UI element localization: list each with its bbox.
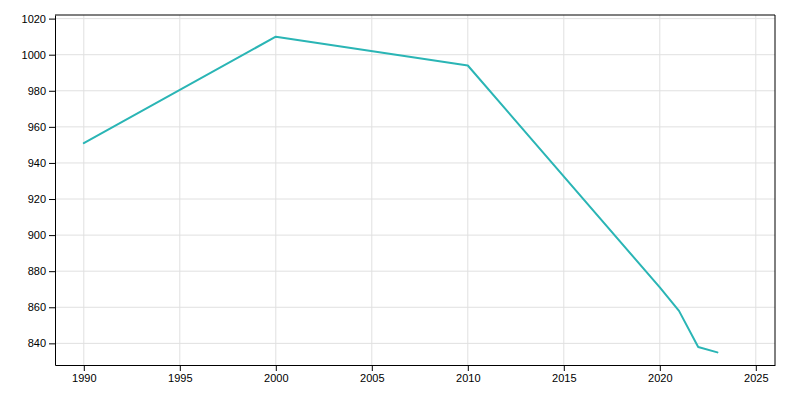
tick: 2005 — [360, 365, 384, 384]
tick-mark — [468, 365, 469, 371]
tick: 920 — [28, 193, 55, 205]
tick: 2000 — [264, 365, 288, 384]
line — [84, 37, 718, 353]
tick-label: 980 — [28, 85, 46, 97]
tick-label: 940 — [28, 157, 46, 169]
tick-mark — [276, 365, 277, 371]
frame-line — [775, 15, 776, 365]
tick-label: 2000 — [264, 372, 288, 384]
grid-line-x — [275, 15, 276, 365]
marks — [84, 37, 718, 353]
tick-label: 2010 — [456, 372, 480, 384]
tick-label: 2015 — [552, 372, 576, 384]
grid-line-x — [179, 15, 180, 365]
tick-mark — [49, 235, 55, 236]
tick: 900 — [28, 229, 55, 241]
tick-label: 1000 — [22, 49, 46, 61]
grid-line-x — [83, 15, 84, 365]
tick-label: 840 — [28, 337, 46, 349]
tick-label: 900 — [28, 229, 46, 241]
tick: 2025 — [744, 365, 768, 384]
tick-label: 920 — [28, 193, 46, 205]
grid-line-y — [55, 90, 775, 91]
tick-label: 2005 — [360, 372, 384, 384]
tick-mark — [49, 163, 55, 164]
axis-line — [55, 16, 56, 366]
tick-mark — [564, 365, 565, 371]
x-axis: 1990 1995 2000 2005 2010 2015 2020 2025 — [56, 365, 776, 384]
tick-mark — [49, 127, 55, 128]
grid — [55, 15, 775, 365]
tick: 840 — [28, 337, 55, 349]
tick: 940 — [28, 157, 55, 169]
tick-mark — [180, 365, 181, 371]
frame-line — [55, 15, 775, 16]
chart: 1990 1995 2000 2005 2010 2015 2020 2025 840 860 88… — [0, 0, 800, 400]
tick-mark — [49, 343, 55, 344]
tick-label: 2025 — [744, 372, 768, 384]
tick-mark — [372, 365, 373, 371]
grid-line-x — [563, 15, 564, 365]
grid-line-y — [55, 307, 775, 308]
tick-mark — [660, 365, 661, 371]
frame — [55, 15, 775, 365]
tick-mark — [49, 307, 55, 308]
grid-line-y — [55, 199, 775, 200]
tick: 2010 — [456, 365, 480, 384]
tick-label: 1990 — [72, 372, 96, 384]
tick: 1020 — [22, 13, 55, 25]
tick-label: 880 — [28, 265, 46, 277]
grid-line-y — [55, 343, 775, 344]
tick: 960 — [28, 121, 55, 133]
tick: 2020 — [648, 365, 672, 384]
grid-line-y — [55, 126, 775, 127]
tick-label: 860 — [28, 301, 46, 313]
tick-mark — [49, 55, 55, 56]
tick-label: 2020 — [648, 372, 672, 384]
grid-line-x — [659, 15, 660, 365]
tick-label: 1995 — [168, 372, 192, 384]
tick: 2015 — [552, 365, 576, 384]
tick-mark — [49, 91, 55, 92]
tick-mark — [49, 19, 55, 20]
grid-line-x — [467, 15, 468, 365]
grid-line-y — [55, 162, 775, 163]
tick: 980 — [28, 85, 55, 97]
tick: 1990 — [72, 365, 96, 384]
axis-line — [56, 365, 776, 366]
grid-line-y — [55, 18, 775, 19]
y-axis: 840 860 880 900 920 940 960 980 1000 1020 — [22, 13, 56, 366]
tick-mark — [49, 271, 55, 272]
tick: 1000 — [22, 49, 55, 61]
grid-line-y — [55, 235, 775, 236]
tick-mark — [49, 199, 55, 200]
tick-mark — [756, 365, 757, 371]
grid-line-x — [371, 15, 372, 365]
tick: 1995 — [168, 365, 192, 384]
grid-line-y — [55, 271, 775, 272]
grid-line-x — [755, 15, 756, 365]
tick: 880 — [28, 265, 55, 277]
grid-line-y — [55, 54, 775, 55]
tick-mark — [84, 365, 85, 371]
tick: 860 — [28, 301, 55, 313]
tick-label: 960 — [28, 121, 46, 133]
tick-label: 1020 — [22, 13, 46, 25]
plot-area: 1990 1995 2000 2005 2010 2015 2020 2025 840 860 88… — [22, 13, 776, 384]
